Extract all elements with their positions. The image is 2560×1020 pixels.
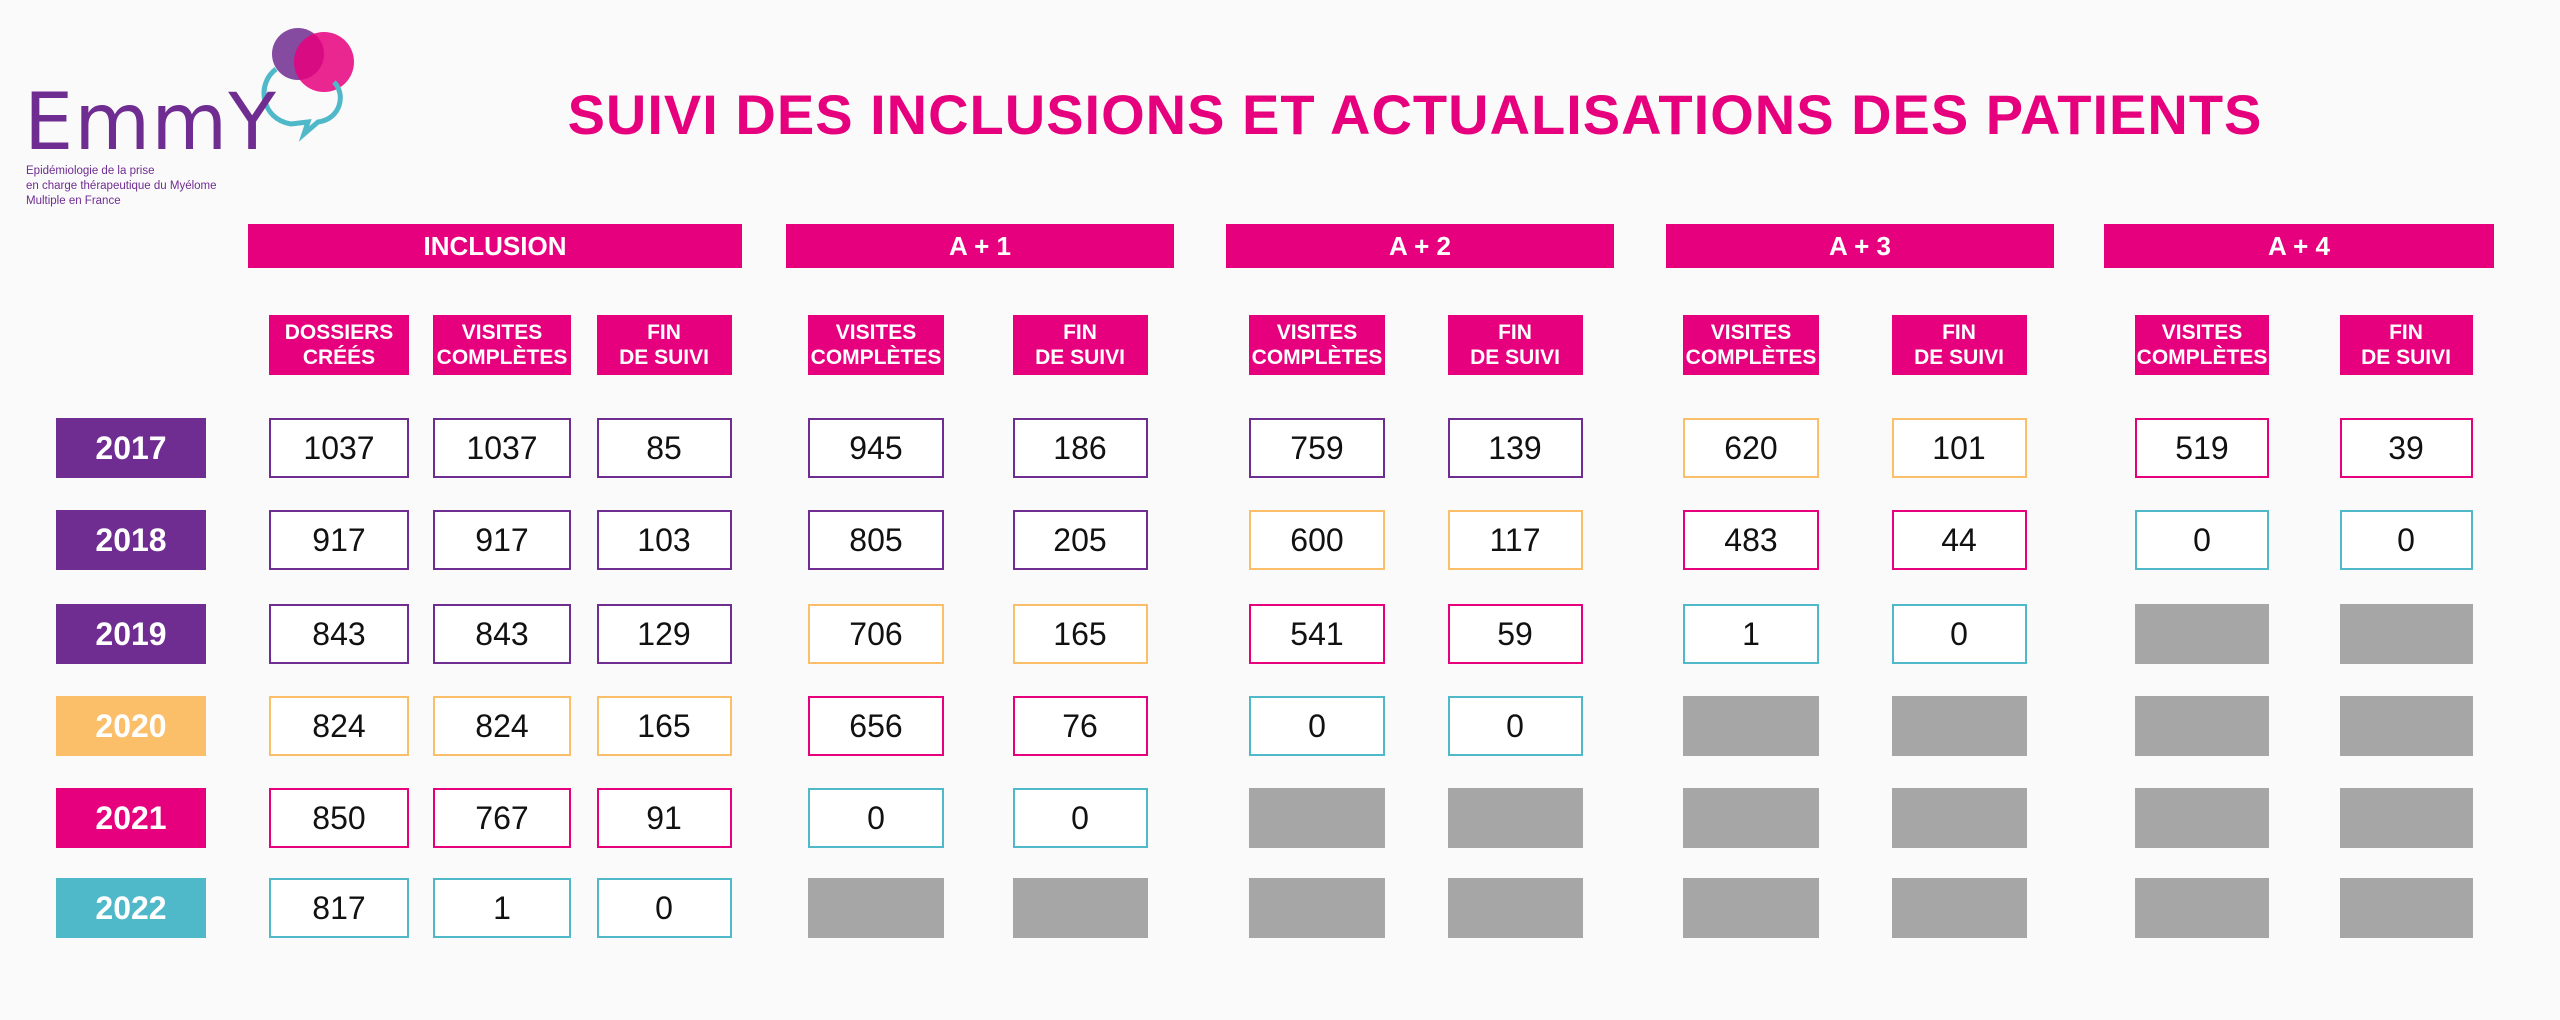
value-cell: 205 bbox=[1012, 510, 1148, 570]
value-cell: 519 bbox=[2135, 418, 2269, 478]
column-header-5: VISITES COMPLÈTES bbox=[1249, 315, 1385, 375]
value-cell: 0 bbox=[596, 878, 732, 938]
value-cell: 917 bbox=[269, 510, 409, 570]
logo-circles-icon bbox=[261, 28, 354, 142]
column-header-6: FIN DE SUIVI bbox=[1447, 315, 1583, 375]
value-cell: 76 bbox=[1012, 696, 1148, 756]
empty-cell bbox=[1447, 788, 1583, 848]
value-cell: 824 bbox=[269, 696, 409, 756]
page-title: SUIVI DES INCLUSIONS ET ACTUALISATIONS D… bbox=[567, 83, 2263, 146]
value-cell: 0 bbox=[1012, 788, 1148, 848]
empty-cell bbox=[2339, 788, 2473, 848]
column-header-8: FIN DE SUIVI bbox=[1891, 315, 2027, 375]
column-header-7: VISITES COMPLÈTES bbox=[1683, 315, 1819, 375]
value-cell: 620 bbox=[1683, 418, 1819, 478]
group-header-4: A + 4 bbox=[2104, 224, 2494, 268]
value-cell: 805 bbox=[808, 510, 944, 570]
empty-cell bbox=[1683, 696, 1819, 756]
empty-cell bbox=[2135, 878, 2269, 938]
value-cell: 656 bbox=[808, 696, 944, 756]
empty-cell bbox=[1891, 878, 2027, 938]
year-label-2018: 2018 bbox=[56, 510, 206, 570]
value-cell: 0 bbox=[2135, 510, 2269, 570]
empty-cell bbox=[1012, 878, 1148, 938]
column-header-9: VISITES COMPLÈTES bbox=[2135, 315, 2269, 375]
value-cell: 1 bbox=[433, 878, 571, 938]
value-cell: 824 bbox=[433, 696, 571, 756]
year-label-2019: 2019 bbox=[56, 604, 206, 664]
value-cell: 91 bbox=[596, 788, 732, 848]
empty-cell bbox=[1249, 878, 1385, 938]
empty-cell bbox=[808, 878, 944, 938]
value-cell: 44 bbox=[1891, 510, 2027, 570]
group-header-0: INCLUSION bbox=[248, 224, 742, 268]
year-label-2017: 2017 bbox=[56, 418, 206, 478]
column-header-3: VISITES COMPLÈTES bbox=[808, 315, 944, 375]
value-cell: 0 bbox=[1891, 604, 2027, 664]
value-cell: 541 bbox=[1249, 604, 1385, 664]
empty-cell bbox=[1683, 878, 1819, 938]
column-header-0: DOSSIERS CRÉÉS bbox=[269, 315, 409, 375]
empty-cell bbox=[2135, 696, 2269, 756]
value-cell: 0 bbox=[2339, 510, 2473, 570]
column-header-10: FIN DE SUIVI bbox=[2339, 315, 2473, 375]
value-cell: 1037 bbox=[433, 418, 571, 478]
value-cell: 165 bbox=[596, 696, 732, 756]
value-cell: 483 bbox=[1683, 510, 1819, 570]
empty-cell bbox=[1891, 696, 2027, 756]
value-cell: 600 bbox=[1249, 510, 1385, 570]
logo-tagline: Epidémiologie de la prise en charge thér… bbox=[26, 165, 217, 207]
value-cell: 767 bbox=[433, 788, 571, 848]
logo-wordmark: EmmY bbox=[24, 78, 277, 168]
group-header-1: A + 1 bbox=[786, 224, 1174, 268]
value-cell: 945 bbox=[808, 418, 944, 478]
value-cell: 0 bbox=[1447, 696, 1583, 756]
column-header-2: FIN DE SUIVI bbox=[596, 315, 732, 375]
column-header-4: FIN DE SUIVI bbox=[1012, 315, 1148, 375]
value-cell: 117 bbox=[1447, 510, 1583, 570]
value-cell: 0 bbox=[808, 788, 944, 848]
value-cell: 39 bbox=[2339, 418, 2473, 478]
value-cell: 85 bbox=[596, 418, 732, 478]
empty-cell bbox=[1891, 788, 2027, 848]
value-cell: 129 bbox=[596, 604, 732, 664]
empty-cell bbox=[2339, 878, 2473, 938]
value-cell: 917 bbox=[433, 510, 571, 570]
value-cell: 103 bbox=[596, 510, 732, 570]
value-cell: 759 bbox=[1249, 418, 1385, 478]
value-cell: 1037 bbox=[269, 418, 409, 478]
empty-cell bbox=[2339, 604, 2473, 664]
value-cell: 139 bbox=[1447, 418, 1583, 478]
empty-cell bbox=[1447, 878, 1583, 938]
empty-cell bbox=[2339, 696, 2473, 756]
value-cell: 843 bbox=[269, 604, 409, 664]
value-cell: 843 bbox=[433, 604, 571, 664]
group-header-3: A + 3 bbox=[1666, 224, 2054, 268]
value-cell: 0 bbox=[1249, 696, 1385, 756]
value-cell: 1 bbox=[1683, 604, 1819, 664]
value-cell: 850 bbox=[269, 788, 409, 848]
year-label-2021: 2021 bbox=[56, 788, 206, 848]
empty-cell bbox=[2135, 788, 2269, 848]
year-label-2022: 2022 bbox=[56, 878, 206, 938]
value-cell: 59 bbox=[1447, 604, 1583, 664]
year-label-2020: 2020 bbox=[56, 696, 206, 756]
value-cell: 165 bbox=[1012, 604, 1148, 664]
value-cell: 817 bbox=[269, 878, 409, 938]
value-cell: 186 bbox=[1012, 418, 1148, 478]
column-header-1: VISITES COMPLÈTES bbox=[433, 315, 571, 375]
empty-cell bbox=[2135, 604, 2269, 664]
group-header-2: A + 2 bbox=[1226, 224, 1614, 268]
value-cell: 101 bbox=[1891, 418, 2027, 478]
empty-cell bbox=[1249, 788, 1385, 848]
emmy-logo: EmmY Epidémiologie de la prise en charge… bbox=[18, 22, 358, 212]
empty-cell bbox=[1683, 788, 1819, 848]
value-cell: 706 bbox=[808, 604, 944, 664]
